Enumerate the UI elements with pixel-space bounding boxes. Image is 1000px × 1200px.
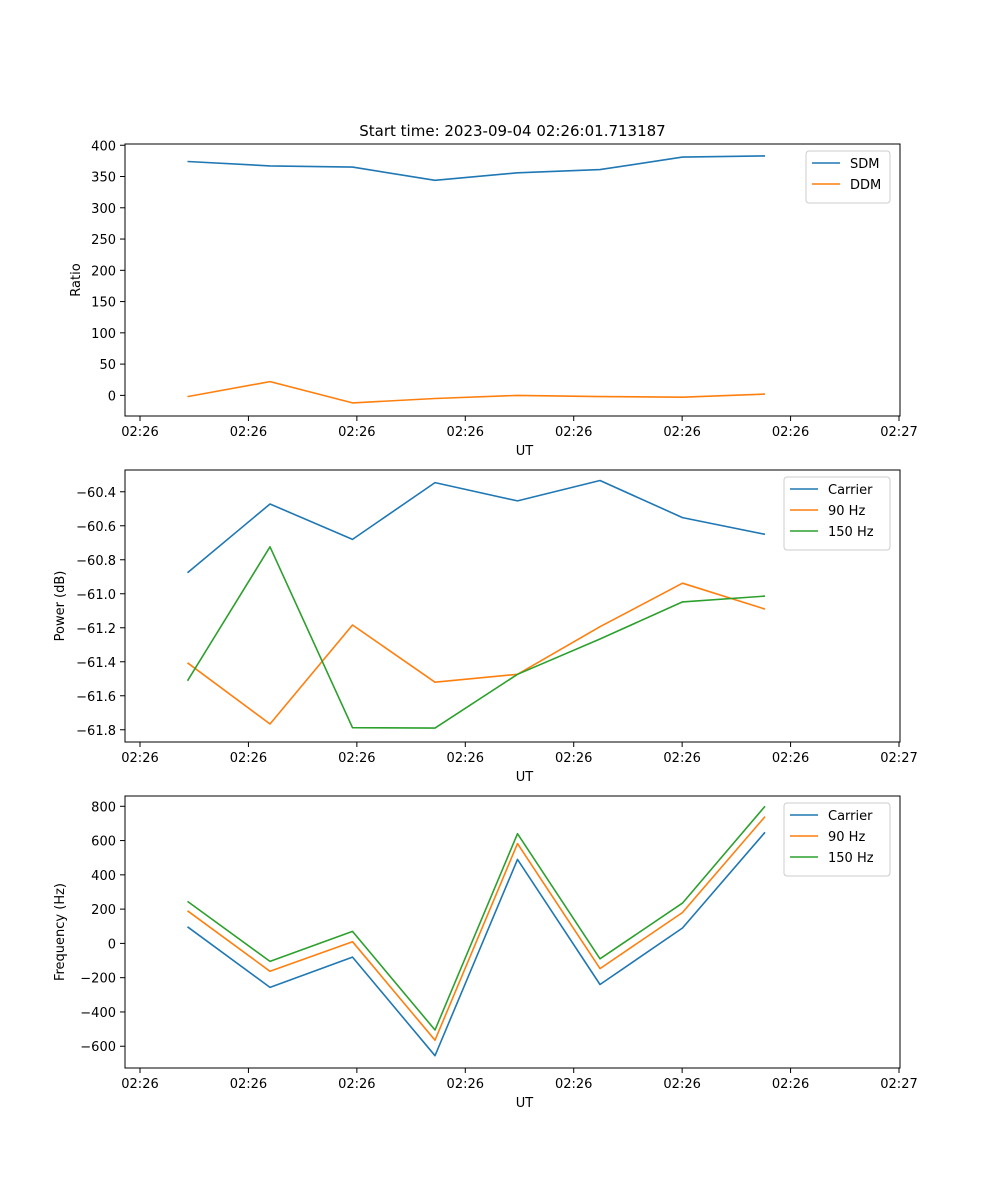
x-tick-label: 02:26 [772,425,809,440]
y-tick-label: 0 [108,389,116,404]
series-line-90-hz [187,582,766,725]
y-tick-label: 200 [91,264,116,279]
legend-label: DDM [850,178,881,193]
series-line-150-hz [186,545,766,729]
legend-box [805,150,891,204]
series-line-150-hz [187,805,766,1031]
chart-panel-1: Start time: 2023-09-04 02:26:01.71318702… [69,122,918,459]
x-tick-label: 02:26 [230,751,267,766]
y-tick-label: 800 [91,800,116,815]
x-tick-label: 02:26 [447,1077,484,1092]
x-tick-label: 02:26 [230,425,267,440]
y-axis-label: Power (dB) [53,571,68,642]
y-tick-label: 50 [99,358,116,373]
x-tick-label: 02:26 [447,751,484,766]
series-line-ddm [187,380,766,404]
chart-panel-2: 02:26 02:26 02:26 02:26 02:26 02:26 02:26 02:27… [53,469,918,785]
x-tick-label: 02:26 [230,1077,267,1092]
x-tick-label: 02:26 [338,425,375,440]
x-axis-label: UT [516,1096,534,1111]
legend-label: 150 Hz [828,525,874,540]
y-axis-label: Frequency (Hz) [53,883,68,981]
series-line-90-hz [187,816,766,1041]
legend-label: 90 Hz [828,504,865,519]
legend-label: Carrier [828,483,873,498]
x-tick-label: 02:26 [338,751,375,766]
y-tick-label: 0 [108,937,116,952]
series-line-carrier [187,831,766,1057]
y-tick-label: −61.0 [76,588,116,603]
y-tick-label: −61.8 [76,724,116,739]
y-tick-label: 400 [91,139,116,154]
y-tick-label: −400 [80,1006,116,1021]
x-tick-label: 02:26 [555,1077,592,1092]
x-tick-label: 02:26 [772,1077,809,1092]
x-tick-label: 02:27 [880,425,917,440]
legend: SDM DDM [805,150,891,204]
x-tick-label: 02:26 [121,1077,158,1092]
y-tick-label: −200 [80,972,116,987]
legend-label: SDM [850,157,879,172]
x-tick-label: 02:26 [663,425,700,440]
x-axis-label: UT [516,444,534,459]
x-tick-label: 02:27 [880,751,917,766]
series-line-carrier [186,479,766,574]
y-tick-label: 600 [91,835,116,850]
y-tick-label: −60.8 [76,554,116,569]
x-axis-label: UT [516,770,534,785]
x-tick-label: 02:26 [555,751,592,766]
x-tick-label: 02:26 [772,751,809,766]
y-axis-label: Ratio [69,263,84,296]
y-tick-label: 150 [91,296,116,311]
x-tick-label: 02:27 [880,1077,917,1092]
plot-frame [124,795,901,1069]
series-line-sdm [187,155,766,182]
y-tick-label: −60.4 [76,486,116,501]
legend: Carrier 90 Hz 150 Hz [783,802,891,877]
chart-panel-3: 02:26 02:26 02:26 02:26 02:26 02:26 02:26 02:27… [53,795,918,1111]
y-tick-label: 100 [91,327,116,342]
y-tick-label: −61.4 [76,656,116,671]
legend-label: Carrier [828,809,873,824]
y-tick-label: −60.6 [76,520,116,535]
x-tick-label: 02:26 [121,425,158,440]
y-tick-label: 250 [91,233,116,248]
y-tick-label: −61.6 [76,690,116,705]
y-tick-label: 400 [91,869,116,884]
x-tick-label: 02:26 [663,751,700,766]
chart-title: Start time: 2023-09-04 02:26:01.713187 [359,122,665,140]
x-tick-label: 02:26 [555,425,592,440]
x-tick-label: 02:26 [663,1077,700,1092]
y-tick-label: −600 [80,1040,116,1055]
legend: Carrier 90 Hz 150 Hz [783,476,891,551]
x-tick-label: 02:26 [338,1077,375,1092]
plot-frame [124,143,901,417]
x-tick-label: 02:26 [121,751,158,766]
y-tick-label: 300 [91,202,116,217]
y-tick-label: 350 [91,171,116,186]
legend-label: 150 Hz [828,851,874,866]
legend-label: 90 Hz [828,830,865,845]
y-tick-label: 200 [91,903,116,918]
plot-frame [124,469,901,743]
x-tick-label: 02:26 [447,425,484,440]
y-tick-label: −61.2 [76,622,116,637]
